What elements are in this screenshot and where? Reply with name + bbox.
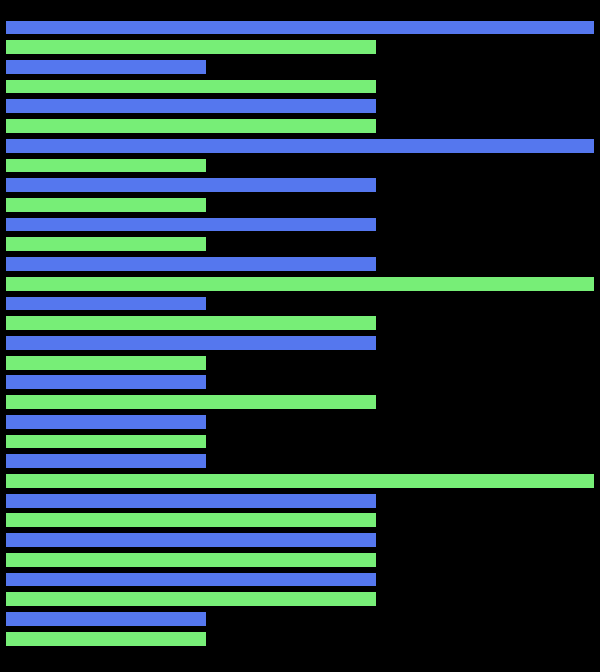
- Bar: [6, 336, 376, 350]
- Bar: [6, 533, 376, 547]
- Bar: [6, 474, 594, 488]
- Bar: [6, 218, 376, 231]
- Bar: [6, 80, 376, 93]
- Bar: [6, 573, 376, 587]
- Bar: [6, 632, 206, 646]
- Bar: [6, 395, 376, 409]
- Bar: [6, 159, 206, 172]
- Bar: [6, 296, 206, 310]
- Bar: [6, 435, 206, 448]
- Bar: [6, 317, 376, 330]
- Bar: [6, 277, 594, 291]
- Bar: [6, 612, 206, 626]
- Bar: [6, 119, 376, 133]
- Bar: [6, 237, 206, 251]
- Bar: [6, 99, 376, 113]
- Bar: [6, 21, 594, 34]
- Bar: [6, 257, 376, 271]
- Bar: [6, 415, 206, 429]
- Bar: [6, 40, 376, 54]
- Bar: [6, 198, 206, 212]
- Bar: [6, 178, 376, 192]
- Bar: [6, 355, 206, 370]
- Bar: [6, 553, 376, 566]
- Bar: [6, 376, 206, 389]
- Bar: [6, 592, 376, 606]
- Bar: [6, 454, 206, 468]
- Bar: [6, 513, 376, 528]
- Bar: [6, 494, 376, 507]
- Bar: [6, 139, 594, 153]
- Bar: [6, 60, 206, 74]
